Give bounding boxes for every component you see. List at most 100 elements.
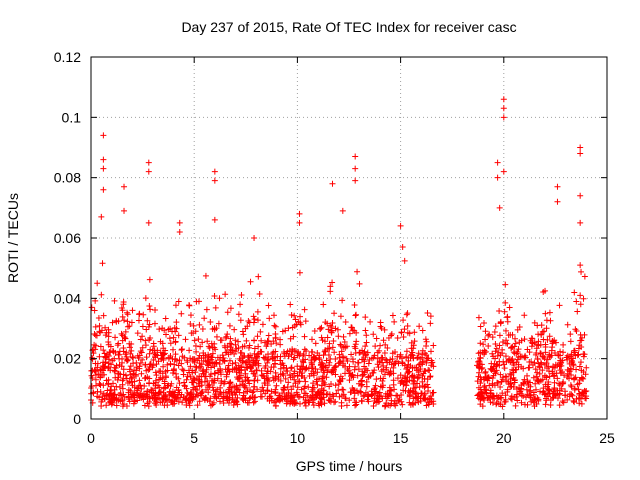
data-point bbox=[137, 348, 144, 355]
data-point bbox=[515, 346, 522, 353]
data-point bbox=[187, 312, 194, 319]
data-point bbox=[94, 364, 101, 371]
data-point bbox=[408, 339, 415, 346]
data-point bbox=[130, 354, 137, 361]
data-point bbox=[564, 373, 571, 380]
data-point bbox=[211, 216, 218, 223]
data-point bbox=[339, 207, 346, 214]
data-point bbox=[495, 394, 502, 401]
data-point bbox=[526, 359, 533, 366]
data-point bbox=[296, 210, 303, 217]
data-point bbox=[196, 398, 203, 405]
data-point bbox=[571, 347, 578, 354]
data-point bbox=[492, 348, 499, 355]
data-point bbox=[178, 310, 185, 317]
data-point bbox=[331, 310, 338, 317]
data-point bbox=[351, 395, 358, 402]
data-point bbox=[381, 326, 388, 333]
data-point bbox=[153, 372, 160, 379]
data-point bbox=[524, 372, 531, 379]
data-point bbox=[137, 336, 144, 343]
data-point bbox=[229, 366, 236, 373]
data-point bbox=[152, 369, 159, 376]
data-point bbox=[146, 302, 153, 309]
data-point bbox=[335, 381, 342, 388]
data-point bbox=[243, 364, 250, 371]
data-point bbox=[139, 392, 146, 399]
data-point bbox=[573, 298, 580, 305]
data-point bbox=[555, 352, 562, 359]
data-point bbox=[353, 311, 360, 318]
data-point bbox=[389, 312, 396, 319]
data-point bbox=[507, 380, 514, 387]
data-point bbox=[103, 402, 110, 409]
data-point bbox=[351, 301, 358, 308]
data-point bbox=[171, 391, 178, 398]
data-point bbox=[221, 358, 228, 365]
data-point bbox=[371, 352, 378, 359]
data-point bbox=[565, 366, 572, 373]
data-point bbox=[549, 370, 556, 377]
data-point bbox=[529, 361, 536, 368]
data-point bbox=[564, 396, 571, 403]
data-point bbox=[170, 334, 177, 341]
data-point bbox=[376, 358, 383, 365]
data-point bbox=[99, 396, 106, 403]
data-point bbox=[421, 375, 428, 382]
data-point bbox=[306, 372, 313, 379]
data-point bbox=[126, 323, 133, 330]
data-point bbox=[477, 340, 484, 347]
data-point bbox=[162, 373, 169, 380]
data-point bbox=[378, 325, 385, 332]
data-point bbox=[541, 328, 548, 335]
data-point bbox=[186, 302, 193, 309]
data-point bbox=[294, 391, 301, 398]
data-point bbox=[96, 328, 103, 335]
data-point bbox=[318, 324, 325, 331]
data-point bbox=[187, 373, 194, 380]
data-points bbox=[88, 96, 590, 410]
data-point bbox=[406, 392, 413, 399]
data-point bbox=[514, 356, 521, 363]
data-point bbox=[411, 378, 418, 385]
data-point bbox=[510, 383, 517, 390]
data-point bbox=[522, 394, 529, 401]
data-point bbox=[163, 396, 170, 403]
data-point bbox=[532, 366, 539, 373]
data-point bbox=[332, 355, 339, 362]
data-point bbox=[204, 378, 211, 385]
data-point bbox=[407, 387, 414, 394]
data-point bbox=[129, 391, 136, 398]
data-point bbox=[119, 355, 126, 362]
y-tick-label: 0.04 bbox=[54, 290, 81, 306]
data-point bbox=[257, 393, 264, 400]
data-point bbox=[308, 336, 315, 343]
data-point bbox=[145, 168, 152, 175]
data-point bbox=[309, 394, 316, 401]
data-point bbox=[481, 320, 488, 327]
data-point bbox=[570, 362, 577, 369]
data-point bbox=[204, 396, 211, 403]
data-point bbox=[280, 386, 287, 393]
data-point bbox=[522, 354, 529, 361]
data-point bbox=[227, 379, 234, 386]
data-point bbox=[272, 331, 279, 338]
data-point bbox=[139, 323, 146, 330]
data-point bbox=[125, 396, 132, 403]
data-point bbox=[553, 391, 560, 398]
data-point bbox=[395, 397, 402, 404]
data-point bbox=[250, 359, 257, 366]
data-point bbox=[403, 354, 410, 361]
data-point bbox=[245, 344, 252, 351]
data-point bbox=[357, 349, 364, 356]
data-point bbox=[386, 387, 393, 394]
data-point bbox=[336, 351, 343, 358]
data-point bbox=[398, 391, 405, 398]
data-point bbox=[238, 364, 245, 371]
data-point bbox=[162, 315, 169, 322]
data-point bbox=[159, 395, 166, 402]
data-point bbox=[339, 353, 346, 360]
data-point bbox=[574, 308, 581, 315]
data-point bbox=[370, 331, 377, 338]
data-point bbox=[564, 356, 571, 363]
